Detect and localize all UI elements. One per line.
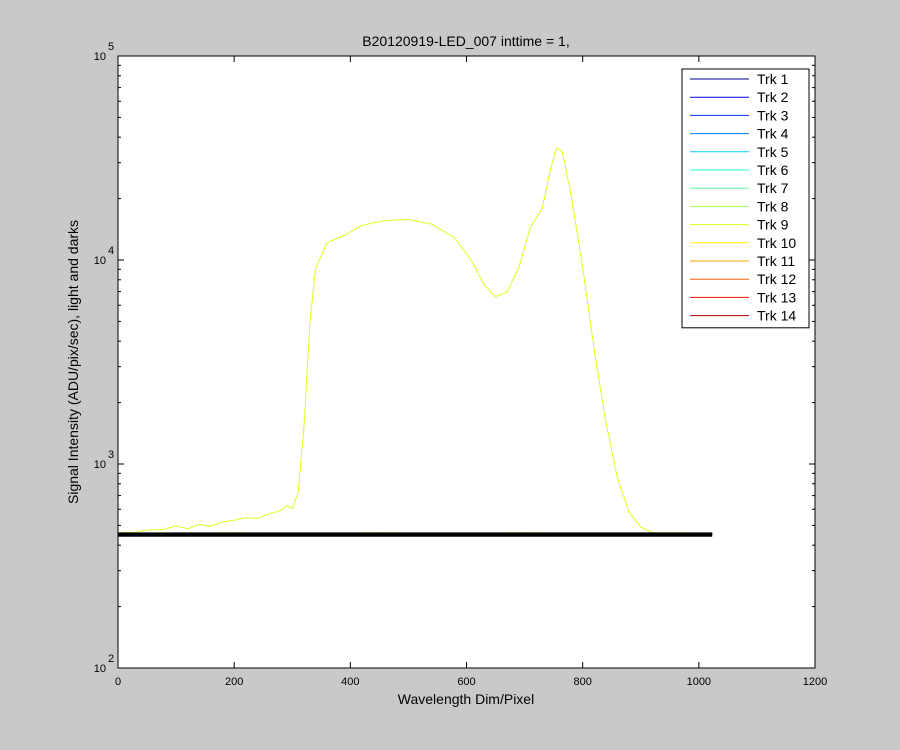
legend-box xyxy=(681,68,810,329)
legend-label: Trk 4 xyxy=(757,126,789,142)
series-line-9 xyxy=(117,147,711,535)
x-tick-label: 400 xyxy=(341,676,359,688)
legend-label: Trk 11 xyxy=(757,253,795,269)
y-tick-exponent: 2 xyxy=(108,653,114,665)
legend-label: Trk 3 xyxy=(757,107,789,123)
x-tick-label: 1000 xyxy=(687,676,711,688)
y-tick-exponent: 4 xyxy=(108,245,114,257)
legend-label: Trk 5 xyxy=(757,144,789,160)
dark-baseline-band xyxy=(118,532,713,537)
x-tick-label: 1200 xyxy=(803,676,827,688)
legend: Trk 1 Trk 2 Trk 3 Trk 4 Trk 5 Trk 6 Trk 7 Trk 8… xyxy=(681,68,810,329)
x-tick-label: 600 xyxy=(457,676,475,688)
legend-label: Trk 8 xyxy=(757,198,789,214)
legend-label: Trk 14 xyxy=(757,308,796,324)
y-tick-label: 10 xyxy=(94,459,106,471)
x-axis-label: Wavelength Dim/Pixel xyxy=(398,691,534,707)
chart-title: B20120919-LED_007 inttime = 1, xyxy=(362,33,569,49)
legend-label: Trk 12 xyxy=(757,271,796,287)
legend-label: Trk 13 xyxy=(757,289,796,305)
y-tick-exponent: 5 xyxy=(108,41,114,53)
legend-label: Trk 7 xyxy=(757,180,789,196)
series-layer xyxy=(117,147,713,537)
y-axis-label: Signal Intensity (ADU/pix/sec), light an… xyxy=(65,220,81,504)
y-tick-label: 10 xyxy=(94,255,106,267)
y-tick-label: 10 xyxy=(94,51,106,63)
x-tick-label: 200 xyxy=(225,676,243,688)
x-tick-label: 800 xyxy=(573,676,591,688)
legend-label: Trk 6 xyxy=(757,162,789,178)
legend-label: Trk 10 xyxy=(757,235,796,251)
legend-label: Trk 1 xyxy=(757,71,789,87)
legend-label: Trk 9 xyxy=(757,217,789,233)
y-tick-label: 10 xyxy=(94,663,106,675)
y-tick-exponent: 3 xyxy=(108,449,114,461)
x-tick-label: 0 xyxy=(115,676,121,688)
legend-label: Trk 2 xyxy=(757,89,789,105)
